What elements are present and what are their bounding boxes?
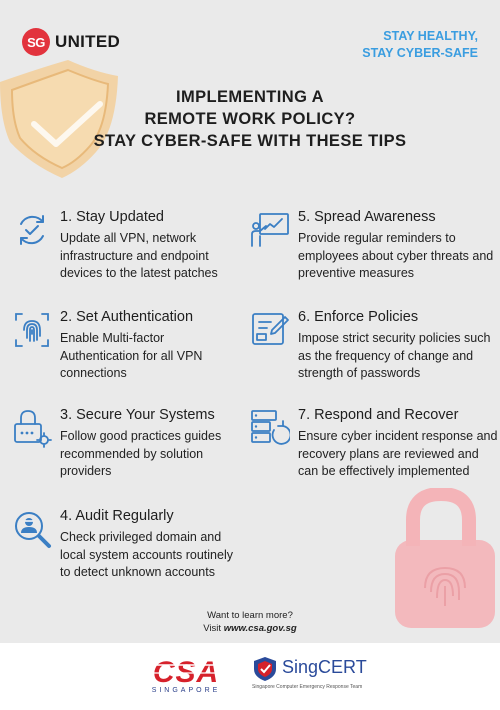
magnifier-user-icon [15,512,51,548]
tip-body: Update all VPN, network infrastructure a… [60,231,218,280]
learn-more-line: Want to learn more? [207,610,293,621]
tip-body: Impose strict security policies such as … [298,331,491,380]
fingerprint-icon [15,313,49,347]
csa-logo-sub: SINGAPORE [152,687,221,694]
tip-body: Enable Multi-factor Authentication for a… [60,331,203,380]
refresh-check-icon [20,215,44,245]
visit-prefix: Visit [203,623,224,634]
tip-title: 1. Stay Updated [60,209,164,225]
tip-body: Check privileged domain and local system… [60,530,233,579]
tip-title: 7. Respond and Recover [298,407,459,423]
tip-body: Follow good practices guides recommended… [60,429,222,478]
singcert-subtitle: Singapore Computer Emergency Response Te… [252,684,363,690]
learn-more-visit: Visit www.csa.gov.sg [180,622,320,635]
csa-logo-mark: CSA SINGAPORE [146,656,226,694]
singcert-logo: SingCERT Singapore Computer Emergency Re… [252,656,367,690]
lock-watermark-icon [395,488,495,628]
page-title: IMPLEMENTING A REMOTE WORK POLICY? STAY … [60,86,440,152]
learn-more: Want to learn more? Visit www.csa.gov.sg [180,609,320,635]
server-restore-icon [251,410,290,445]
logo-text: UNITED [55,32,121,51]
tip-title: 6. Enforce Policies [298,309,419,325]
title-line-2: REMOTE WORK POLICY? [144,110,356,128]
tagline: STAY HEALTHY, STAY CYBER-SAFE [318,28,478,62]
footer [0,643,500,710]
tip-body: Provide regular reminders to employees a… [298,231,494,280]
sg-logo-mark: SG [22,28,50,56]
csa-logo: CSA SINGAPORE [140,655,232,700]
title-line-3: STAY CYBER-SAFE WITH THESE TIPS [93,132,407,150]
lock-gear-icon [14,410,52,448]
sg-united-logo: SG UNITED [22,28,120,56]
singcert-shield-icon [254,657,276,681]
tip-title: 4. Audit Regularly [60,508,174,524]
tip-title: 2. Set Authentication [60,309,194,325]
tagline-line-1: STAY HEALTHY, [383,29,478,43]
title-line-1: IMPLEMENTING A [176,88,324,106]
tip-body: Ensure cyber incident response and recov… [298,429,498,478]
csa-website-link[interactable]: www.csa.gov.sg [223,623,297,634]
tip-title: 5. Spread Awareness [298,209,436,225]
tagline-line-2: STAY CYBER-SAFE [362,46,478,60]
policy-document-icon [252,313,289,345]
singcert-name: SingCERT [282,657,367,677]
presentation-icon [251,213,289,247]
tip-title: 3. Secure Your Systems [60,407,215,423]
shield-watermark-icon [0,60,118,178]
